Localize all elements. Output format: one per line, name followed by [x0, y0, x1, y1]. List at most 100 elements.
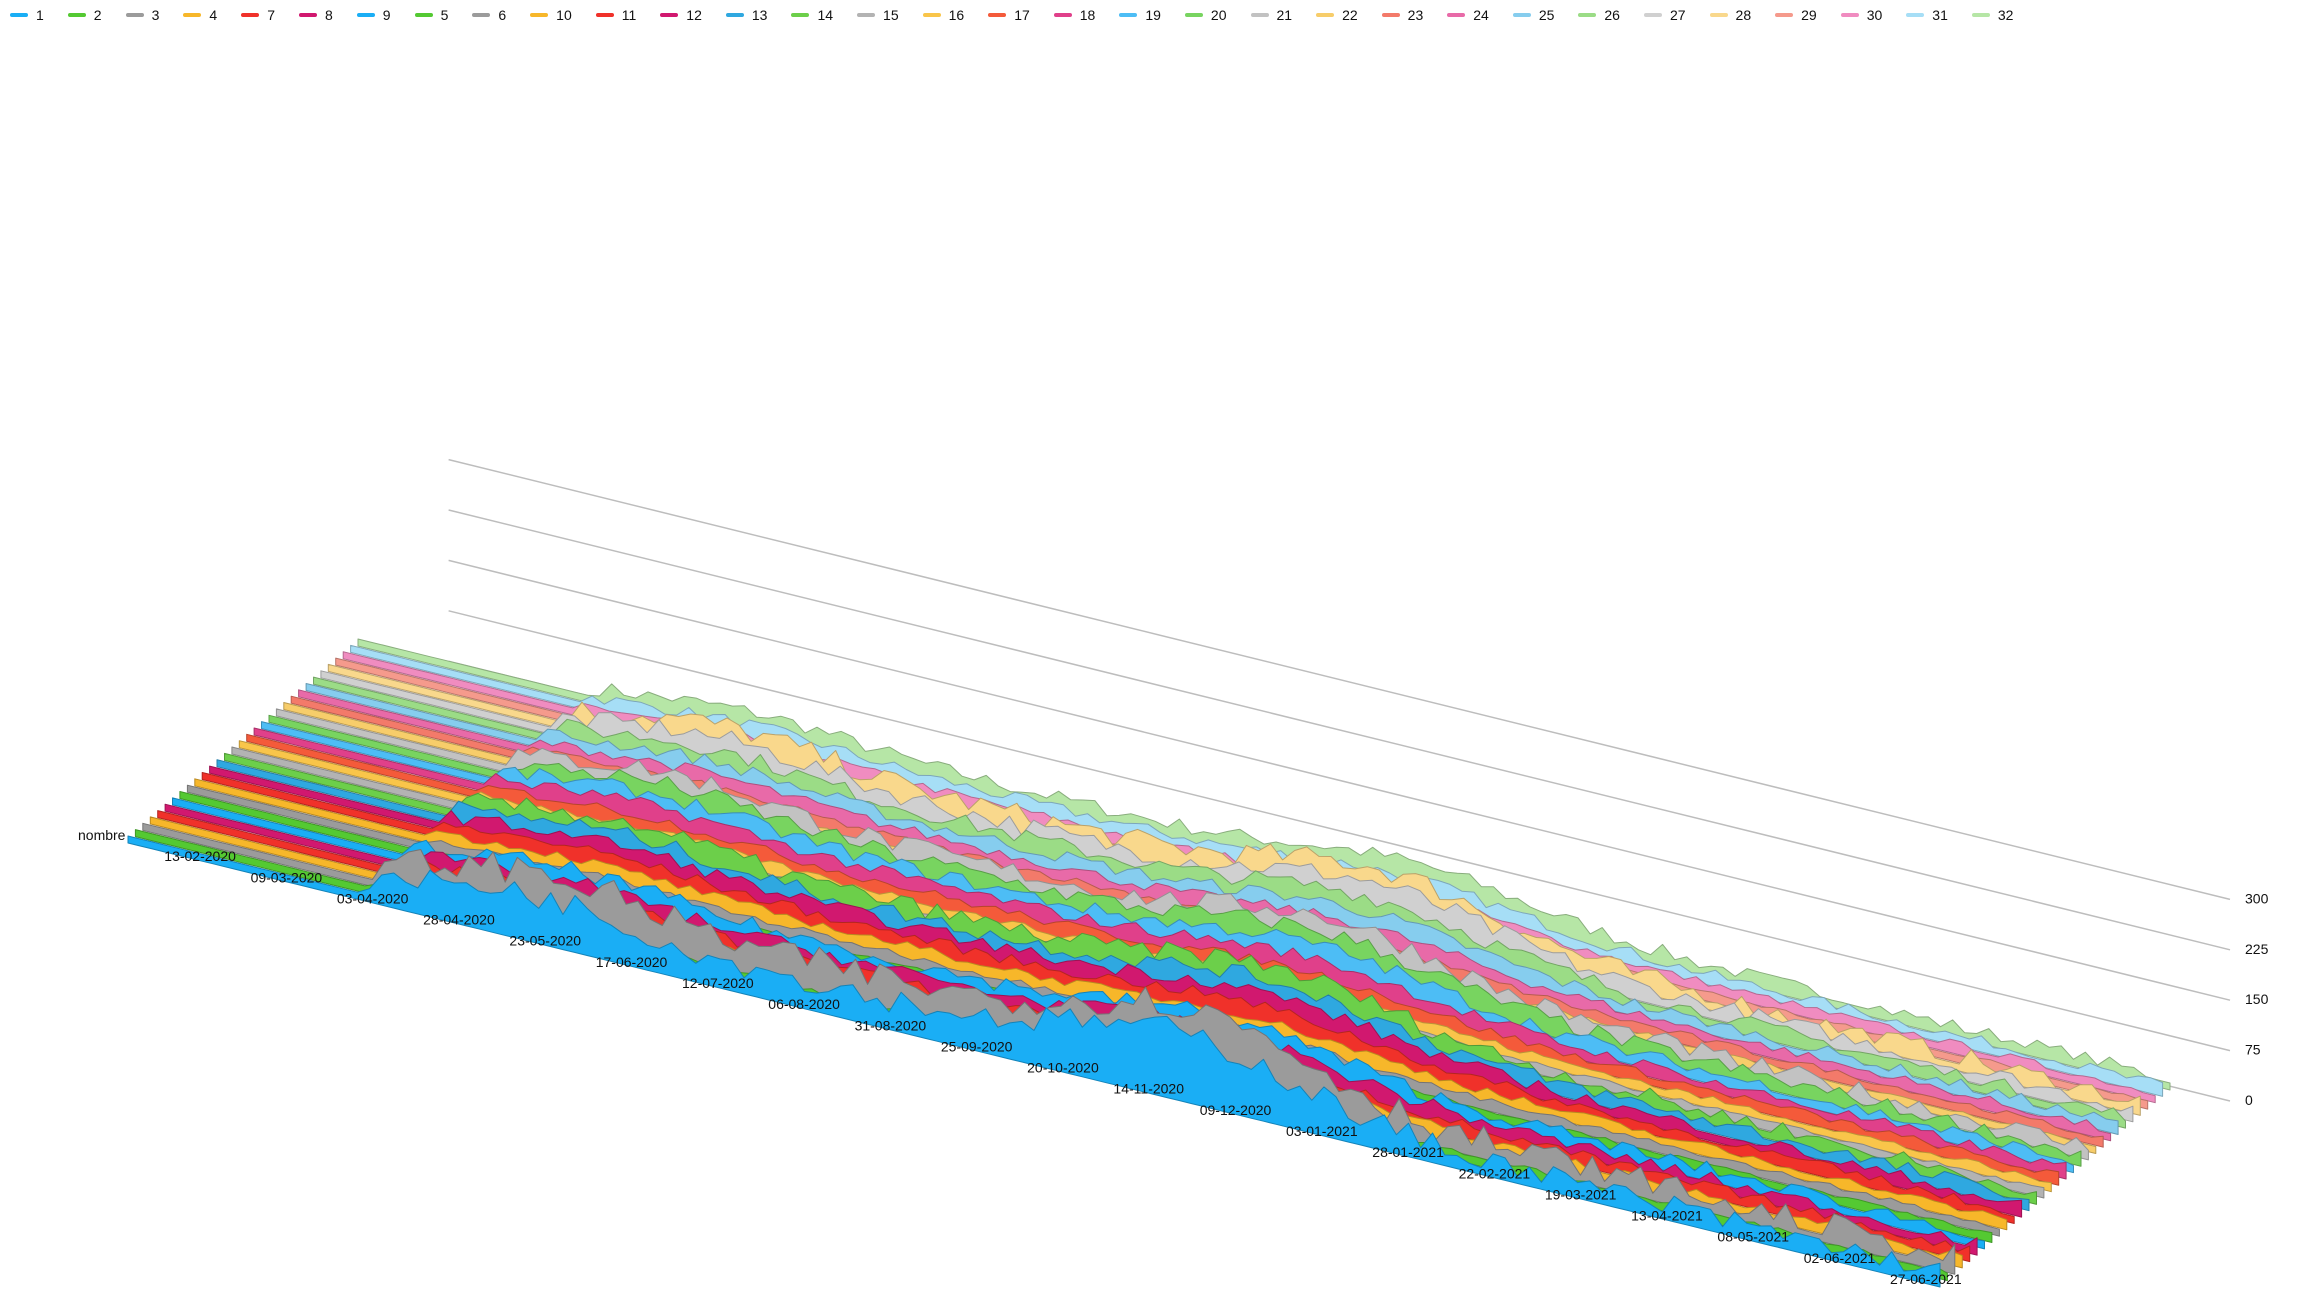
- legend-label: 31: [1932, 7, 1948, 23]
- legend-item[interactable]: 13: [725, 7, 768, 23]
- y-tick-label: 300: [2245, 890, 2269, 906]
- legend-item[interactable]: 15: [857, 7, 899, 23]
- legend-swatch: [67, 13, 86, 17]
- legend-item[interactable]: 6: [472, 7, 506, 23]
- x-tick-label: 12-07-2020: [682, 975, 754, 991]
- legend-item[interactable]: 11: [595, 7, 637, 23]
- x-tick-label: 03-04-2020: [337, 890, 409, 906]
- grid-line: [448, 559, 2231, 1001]
- legend-swatch: [183, 13, 202, 17]
- legend-swatch: [241, 13, 260, 17]
- x-tick-label: 22-02-2021: [1459, 1165, 1531, 1181]
- legend-item[interactable]: 32: [1971, 7, 2014, 23]
- grid-line: [448, 458, 2231, 901]
- legend-item[interactable]: 25: [1512, 7, 1555, 23]
- legend-item[interactable]: 23: [1381, 7, 1423, 23]
- legend-item[interactable]: 5: [414, 7, 449, 23]
- x-tick-label: 13-04-2021: [1631, 1208, 1703, 1224]
- x-tick-label: 14-11-2020: [1113, 1081, 1184, 1097]
- legend-label: 26: [1604, 7, 1620, 23]
- legend-label: 10: [556, 7, 572, 23]
- series-ribbons: [127, 638, 2171, 1288]
- legend-swatch: [1643, 13, 1662, 17]
- legend-label: 5: [440, 7, 449, 23]
- legend-swatch: [1250, 13, 1269, 17]
- legend-swatch: [1709, 13, 1728, 17]
- y-tick-label: 150: [2245, 991, 2269, 1007]
- legend-item[interactable]: 22: [1316, 7, 1358, 23]
- x-axis-labels: nombre 13-02-2020 09-03-2020 03-04-2020 28-0…: [78, 827, 1962, 1287]
- legend-item[interactable]: 16: [922, 7, 964, 23]
- legend-swatch: [414, 13, 433, 17]
- legend-item[interactable]: 10: [530, 7, 572, 23]
- legend-label: 11: [621, 7, 637, 23]
- legend-label: 7: [267, 7, 275, 23]
- legend-label: 25: [1538, 7, 1555, 23]
- legend-label: 18: [1079, 7, 1096, 23]
- x-tick-label: 28-04-2020: [423, 912, 495, 928]
- y-axis-labels: 0 75 150 225 300: [2245, 890, 2269, 1108]
- legend-label: 32: [1997, 7, 2014, 23]
- legend-swatch: [857, 13, 876, 17]
- legend-label: 19: [1145, 7, 1161, 23]
- legend-swatch: [1184, 13, 1203, 17]
- legend-swatch: [1119, 13, 1138, 17]
- legend-label: 14: [817, 7, 834, 23]
- y-tick-label: 0: [2245, 1092, 2253, 1108]
- legend-item[interactable]: 12: [660, 7, 702, 23]
- x-tick-label: 09-03-2020: [251, 869, 323, 885]
- legend-item[interactable]: 26: [1578, 7, 1620, 23]
- legend-swatch: [1775, 13, 1794, 17]
- legend-label: 29: [1801, 7, 1817, 23]
- legend-item[interactable]: 20: [1184, 7, 1227, 23]
- legend-item[interactable]: 2: [67, 7, 102, 23]
- legend-swatch: [1316, 13, 1335, 17]
- x-tick-label: 17-06-2020: [596, 954, 668, 970]
- legend-label: 27: [1669, 7, 1686, 23]
- legend-label: 28: [1735, 7, 1752, 23]
- legend-item[interactable]: 30: [1840, 7, 1883, 23]
- legend-swatch: [356, 13, 375, 17]
- legend-label: 6: [498, 7, 507, 23]
- legend-item[interactable]: 31: [1906, 7, 1948, 23]
- legend-label: 21: [1276, 7, 1293, 23]
- legend-swatch: [1906, 13, 1925, 17]
- legend-swatch: [1512, 13, 1531, 17]
- legend-label: 22: [1342, 7, 1358, 23]
- series-ribbon-1: [127, 835, 1941, 1288]
- legend-item[interactable]: 3: [125, 7, 159, 23]
- legend-swatch: [660, 13, 679, 17]
- legend-item[interactable]: 7: [241, 7, 275, 23]
- legend-item[interactable]: 1: [10, 7, 44, 23]
- legend-item[interactable]: 28: [1709, 7, 1752, 23]
- legend-item[interactable]: 29: [1775, 7, 1817, 23]
- legend-swatch: [1447, 13, 1466, 17]
- legend-item[interactable]: 21: [1250, 7, 1293, 23]
- legend-item[interactable]: 18: [1053, 7, 1096, 23]
- x-tick-label: 20-10-2020: [1027, 1060, 1099, 1076]
- legend-item[interactable]: 9: [356, 7, 391, 23]
- legend-item[interactable]: 4: [183, 7, 217, 23]
- legend-label: 9: [382, 7, 391, 23]
- legend-item[interactable]: 24: [1447, 7, 1489, 23]
- x-tick-label: 28-01-2021: [1372, 1144, 1444, 1160]
- chart-legend: 1 2 3 4 7 8 9 5 6 10 11 12 13 14 15 16 17 18 19 20 21 22 23 24 2…: [10, 4, 2290, 26]
- grid-line: [448, 610, 2231, 1052]
- legend-label: 30: [1866, 7, 1883, 23]
- legend-item[interactable]: 8: [298, 7, 333, 23]
- legend-swatch: [10, 13, 28, 17]
- legend-label: 12: [686, 7, 702, 23]
- legend-label: 13: [751, 7, 768, 23]
- legend-item[interactable]: 19: [1119, 7, 1161, 23]
- x-tick-label: 09-12-2020: [1200, 1102, 1272, 1118]
- x-tick-label: 27-06-2021: [1890, 1271, 1962, 1287]
- legend-swatch: [1053, 13, 1072, 17]
- legend-swatch: [595, 13, 614, 17]
- legend-swatch: [1578, 13, 1597, 17]
- x-tick-label: 19-03-2021: [1545, 1186, 1617, 1202]
- legend-item[interactable]: 17: [988, 7, 1030, 23]
- legend-swatch: [1381, 13, 1400, 17]
- legend-item[interactable]: 27: [1643, 7, 1686, 23]
- legend-item[interactable]: 14: [791, 7, 833, 23]
- x-tick-label: 31-08-2020: [855, 1017, 927, 1033]
